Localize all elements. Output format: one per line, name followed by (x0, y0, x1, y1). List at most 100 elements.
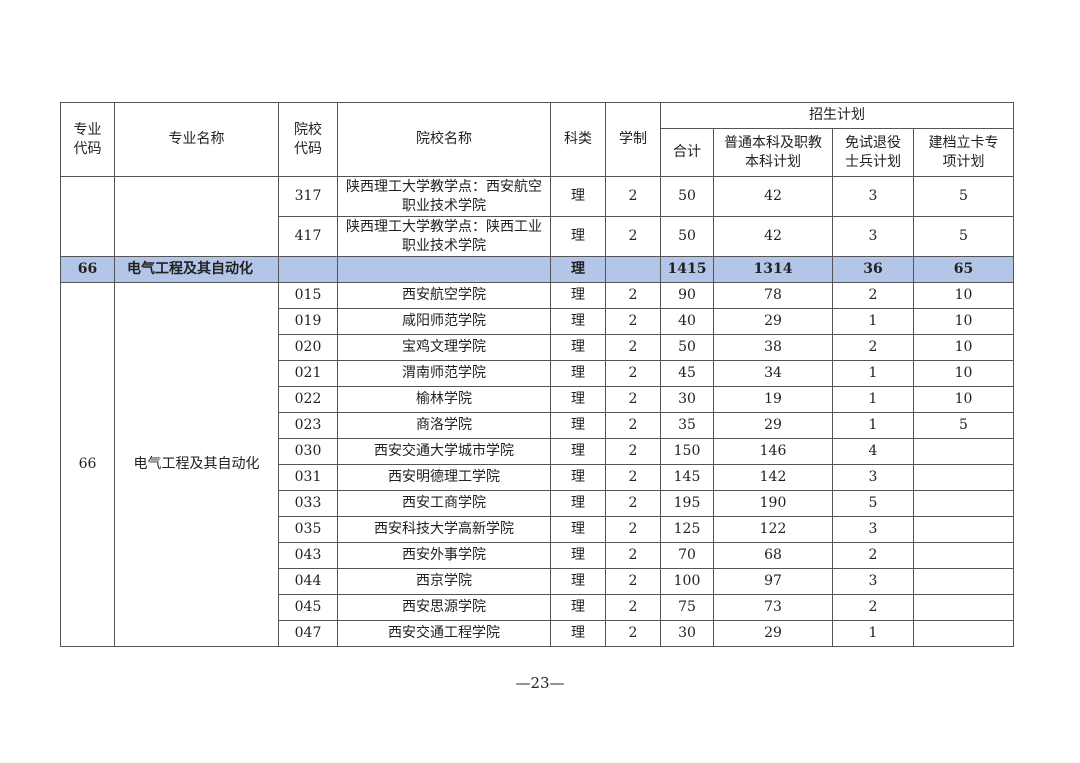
veteran-cell: 3 (832, 516, 914, 543)
duration-cell: 2 (605, 490, 661, 517)
category-cell: 理 (550, 360, 606, 387)
regular-cell: 42 (713, 216, 833, 257)
school-code-cell: 015 (278, 282, 338, 309)
total-cell: 75 (660, 594, 714, 621)
table-row: 043 西安外事学院理 2 70 68 2 (61, 542, 1014, 569)
regular-cell: 142 (713, 464, 833, 491)
table-row: 021 渭南师范学院理 2 45 34 1 10 (61, 360, 1014, 387)
total-cell: 50 (660, 216, 714, 257)
category-cell: 理 (550, 176, 606, 217)
header-special: 建档立卡专项计划 (913, 128, 1014, 177)
category-cell: 理 (550, 386, 606, 413)
duration-cell: 2 (605, 412, 661, 439)
school-name-cell: 宝鸡文理学院 (337, 334, 551, 361)
veteran-cell: 1 (832, 360, 914, 387)
header-plan-group: 招生计划 (660, 102, 1014, 129)
duration-cell: 2 (605, 568, 661, 595)
special-cell (913, 490, 1014, 517)
special-cell: 5 (913, 216, 1014, 257)
category-cell: 理 (550, 542, 606, 569)
duration-cell: 2 (605, 542, 661, 569)
table-row: 044 西京学院理 2 100 97 3 (61, 568, 1014, 595)
special-cell: 10 (913, 282, 1014, 309)
header-veteran: 免试退役士兵计划 (832, 128, 914, 177)
special-cell (913, 516, 1014, 543)
table-row: 019 咸阳师范学院理 2 40 29 1 10 (61, 308, 1014, 335)
school-name-cell: 西安思源学院 (337, 594, 551, 621)
page-number: —23— (515, 674, 565, 692)
duration-cell: 2 (605, 516, 661, 543)
school-code-cell: 030 (278, 438, 338, 465)
header-school-code: 院校代码 (278, 102, 338, 177)
special-cell (913, 620, 1014, 647)
veteran-cell: 3 (832, 568, 914, 595)
table-row: 317 陕西理工大学教学点：西安航空职业技术学院理 2 50 42 3 5 (60, 176, 1014, 257)
total-cell: 45 (660, 360, 714, 387)
major-name-cell: 电气工程及其自动化 (114, 282, 279, 647)
regular-cell: 29 (713, 412, 833, 439)
regular-cell: 97 (713, 568, 833, 595)
duration-cell: 2 (605, 438, 661, 465)
special-cell (913, 464, 1014, 491)
total-cell: 90 (660, 282, 714, 309)
total-cell: 125 (660, 516, 714, 543)
header-duration: 学制 (605, 102, 661, 177)
total-cell: 30 (660, 620, 714, 647)
veteran-cell: 2 (832, 594, 914, 621)
school-name-cell: 陕西理工大学教学点：西安航空职业技术学院 (337, 176, 551, 217)
header-major-code: 专业代码 (60, 102, 115, 177)
duration-cell: 2 (605, 282, 661, 309)
special-cell (913, 438, 1014, 465)
regular-cell: 190 (713, 490, 833, 517)
total-cell: 50 (660, 176, 714, 217)
school-code-cell: 045 (278, 594, 338, 621)
veteran-cell: 3 (832, 464, 914, 491)
duration-cell: 2 (605, 216, 661, 257)
school-code-cell: 043 (278, 542, 338, 569)
school-code-cell: 020 (278, 334, 338, 361)
regular-cell: 122 (713, 516, 833, 543)
category-cell: 理 (550, 412, 606, 439)
duration-cell: 2 (605, 386, 661, 413)
school-name-cell: 咸阳师范学院 (337, 308, 551, 335)
school-name-cell: 陕西理工大学教学点：陕西工业职业技术学院 (337, 216, 551, 257)
school-code-cell: 033 (278, 490, 338, 517)
school-name-cell: 商洛学院 (337, 412, 551, 439)
special-cell (913, 568, 1014, 595)
category-cell: 理 (550, 334, 606, 361)
total-cell: 1415 (660, 256, 714, 283)
school-code-cell: 417 (278, 216, 338, 257)
special-cell: 10 (913, 386, 1014, 413)
total-cell: 30 (660, 386, 714, 413)
header-regular: 普通本科及职教本科计划 (713, 128, 833, 177)
school-name-cell: 西安工商学院 (337, 490, 551, 517)
category-cell: 理 (550, 516, 606, 543)
header-school-name: 院校名称 (337, 102, 551, 177)
total-cell: 40 (660, 308, 714, 335)
table-row: 020 宝鸡文理学院理 2 50 38 2 10 (61, 334, 1014, 361)
special-cell: 10 (913, 360, 1014, 387)
veteran-cell: 1 (832, 308, 914, 335)
veteran-cell: 1 (832, 620, 914, 647)
school-name-cell (337, 256, 551, 283)
category-cell: 理 (550, 216, 606, 257)
regular-cell: 34 (713, 360, 833, 387)
table-row: 030 西安交通大学城市学院理 2 150 146 4 (61, 438, 1014, 465)
school-name-cell: 西安明德理工学院 (337, 464, 551, 491)
school-name-cell: 西安交通大学城市学院 (337, 438, 551, 465)
veteran-cell: 2 (832, 334, 914, 361)
table-row: 022 榆林学院理 2 30 19 1 10 (61, 386, 1014, 413)
total-cell: 50 (660, 334, 714, 361)
special-cell (913, 542, 1014, 569)
major-code-cell (60, 176, 115, 257)
table-row: 047 西安交通工程学院理 2 30 29 1 (61, 620, 1014, 647)
veteran-cell: 1 (832, 412, 914, 439)
school-name-cell: 渭南师范学院 (337, 360, 551, 387)
category-cell: 理 (550, 256, 606, 283)
total-cell: 150 (660, 438, 714, 465)
duration-cell: 2 (605, 308, 661, 335)
category-cell: 理 (550, 308, 606, 335)
total-cell: 100 (660, 568, 714, 595)
school-code-cell: 317 (278, 176, 338, 217)
special-cell: 5 (913, 176, 1014, 217)
